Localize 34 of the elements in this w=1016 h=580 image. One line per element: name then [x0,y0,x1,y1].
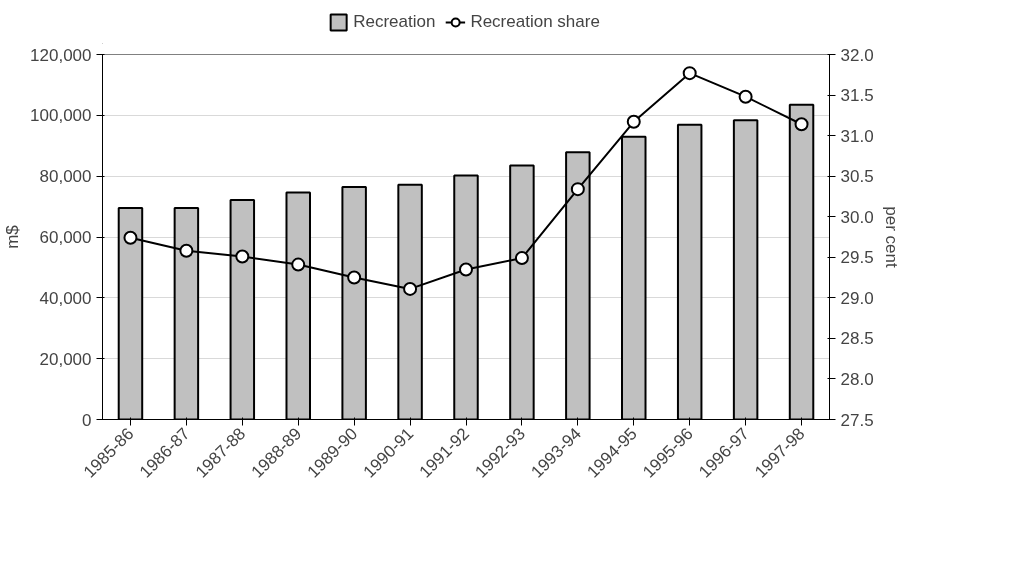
y2-tick-label: 28.0 [840,369,874,389]
point [794,117,809,132]
y2-tick-label: 27.5 [840,410,874,430]
y2-tick-label: 30.5 [840,167,874,187]
y2-tick-label: 32.0 [840,45,874,65]
y-tick-label: 120,000 [30,45,92,65]
y-tick-label: 80,000 [39,167,92,187]
point [179,243,194,258]
point [403,281,418,296]
y2-tick-label: 31.5 [840,86,874,106]
legend-label: Recreation share [470,12,600,32]
y2-tick-label: 29.5 [840,248,874,268]
y-tick-label: 0 [82,410,92,430]
y-tick-label: 100,000 [30,106,92,126]
point [235,249,250,264]
y-axis-title: m$ [3,224,23,249]
point [514,251,529,266]
point [626,114,641,129]
y2-tick-label: 30.0 [840,207,874,227]
point [123,230,138,245]
y2-tick-label: 29.0 [840,288,874,308]
point [347,270,362,285]
point [459,262,473,277]
y-tick-label: 20,000 [39,349,92,369]
y-tick-label: 60,000 [39,228,92,247]
y2-axis-title: per cent [881,206,901,268]
legend-label: Recreation [353,12,436,32]
point [570,182,585,197]
y2-tick-label: 31.0 [840,126,874,146]
y2-tick-label: 28.5 [840,329,874,349]
y-tick-label: 40,000 [39,288,92,308]
point [738,89,753,104]
point [291,257,306,272]
point [682,66,697,81]
